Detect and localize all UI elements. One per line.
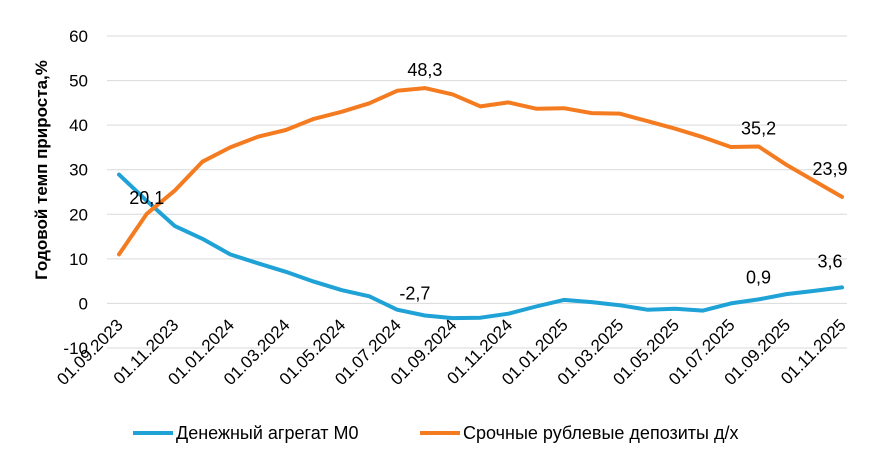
data-label: 3,6	[817, 251, 842, 271]
x-tick-labels: 01.09.202301.11.202301.01.202401.03.2024…	[53, 315, 850, 389]
y-tick-label: 40	[69, 116, 88, 135]
y-tick-label: 30	[69, 161, 88, 180]
data-label: -2,7	[399, 283, 430, 303]
data-label: 35,2	[741, 119, 776, 139]
legend-label: Срочные рублевые депозиты д/х	[463, 423, 739, 443]
data-label: 0,9	[746, 267, 771, 287]
legend-label: Денежный агрегат М0	[176, 423, 359, 443]
y-tick-label: 60	[69, 27, 88, 46]
y-tick-label: 0	[79, 294, 88, 313]
data-label: 23,9	[812, 159, 847, 179]
series-lines	[117, 86, 844, 321]
legend: Денежный агрегат М0 Срочные рублевые депо…	[133, 423, 739, 443]
data-label: 48,3	[407, 60, 442, 80]
gridlines	[107, 35, 847, 349]
series-line-1	[117, 86, 844, 257]
y-tick-labels: 60 50 40 30 20 10 0 -10	[63, 27, 88, 358]
y-axis-title: Годовой темп прироста,%	[32, 60, 51, 280]
y-tick-label: 50	[69, 72, 88, 91]
y-tick-label: -10	[63, 339, 88, 358]
data-label: 20,1	[129, 188, 164, 208]
data-labels: 20,1 48,3 35,2 23,9 -2,7 0,9 3,6	[129, 60, 847, 303]
y-tick-label: 10	[69, 250, 88, 269]
series-line-0	[117, 172, 844, 321]
y-tick-label: 20	[69, 205, 88, 224]
